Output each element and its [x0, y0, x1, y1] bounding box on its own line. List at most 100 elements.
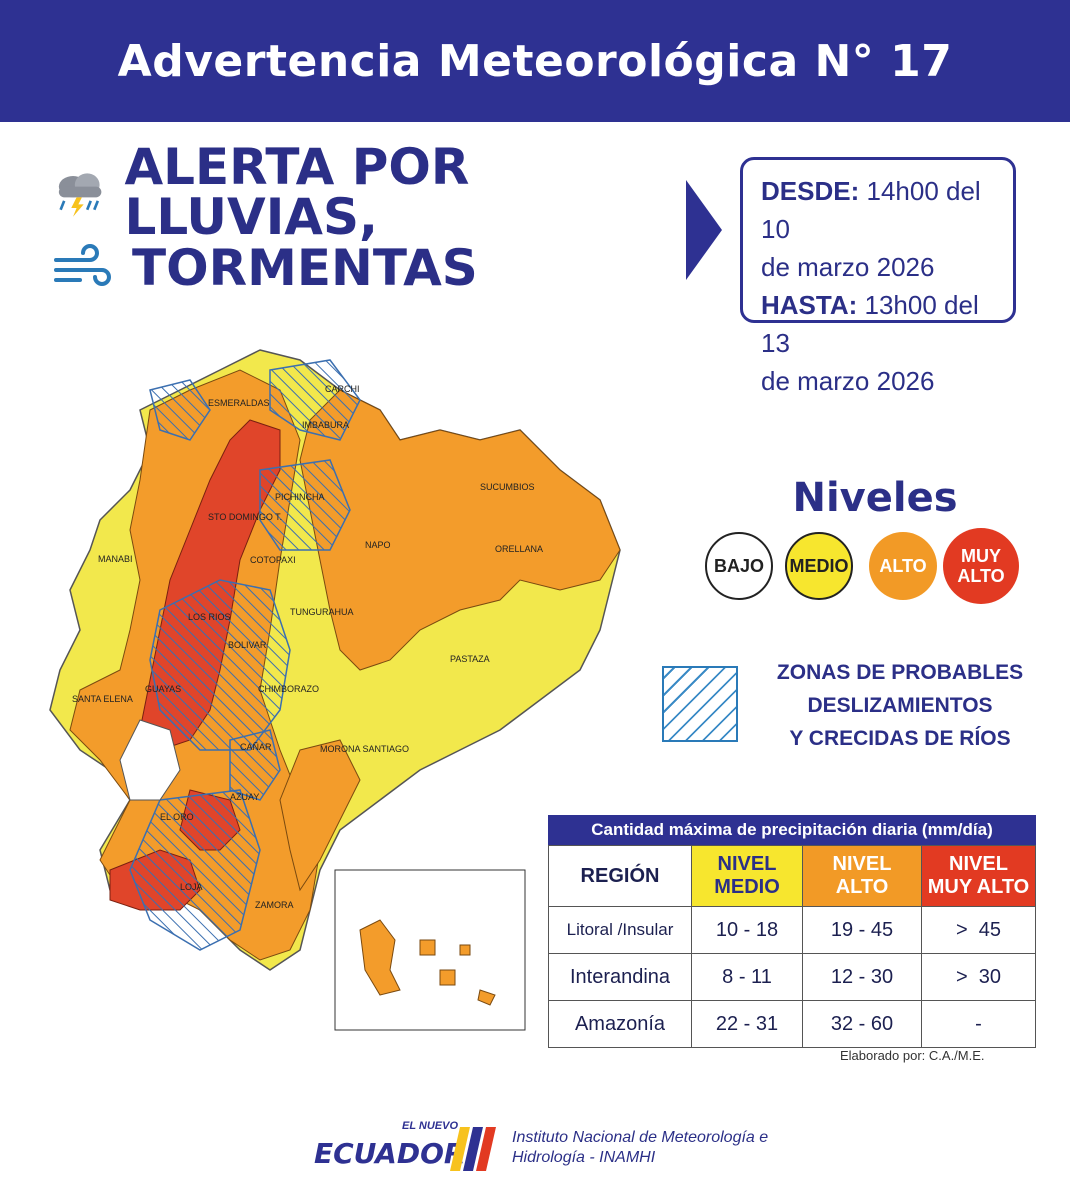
label-santa-elena: SANTA ELENA [72, 694, 133, 704]
table-row: Interandina 8 - 11 12 - 30 > 30 [548, 953, 1036, 1001]
label-tungurahua: TUNGURAHUA [290, 607, 354, 617]
label-pastaza: PASTAZA [450, 654, 490, 664]
map-landslide-zone-azuay [229, 729, 281, 801]
col-muy-alto-line1: NIVEL [949, 853, 1008, 875]
el-nuevo-ecuador-logo: EL NUEVO ECUADOR [314, 1120, 496, 1171]
row-muy-alto: > 45 [921, 906, 1036, 954]
institute-line1: Instituto Nacional de Meteorología e [512, 1129, 769, 1146]
row-muy-alto: > 30 [921, 953, 1036, 1001]
wind-icon [54, 244, 111, 286]
label-esmeraldas: ESMERALDAS [208, 398, 270, 408]
legend-line1: ZONAS DE PROBABLES [776, 661, 1024, 684]
ecuador-alert-map: ESMERALDAS CARCHI IMBABURA SUCUMBIOS PIC… [49, 349, 621, 1031]
level-medio-label: MEDIO [789, 556, 849, 576]
col-medio-line1: NIVEL [717, 853, 777, 875]
desde-value: 14h00 del 10 [761, 176, 981, 244]
label-el-oro: EL ORO [160, 812, 194, 822]
hasta-continuation: de marzo 2026 [761, 366, 935, 396]
credit-text: Elaborado por: C.A./M.E. [840, 1048, 985, 1063]
row-medio: 10 - 18 [691, 906, 803, 954]
chevron-right-icon [686, 180, 722, 280]
institute-line2: Hidrología - INAMHI [512, 1149, 656, 1166]
label-pichincha: PICHINCHA [275, 492, 325, 502]
precipitation-table: Cantidad máxima de precipitación diaria … [548, 815, 1036, 1048]
alert-title-line2: TORMENTAS [132, 239, 478, 297]
map-landslide-zone-pichincha [259, 459, 351, 551]
level-bajo-badge: BAJO [705, 532, 773, 600]
label-sucumbios: SUCUMBIOS [480, 482, 535, 492]
label-imbabura: IMBABURA [302, 420, 349, 430]
storm-cloud-icon [58, 173, 102, 217]
alert-title-line1: ALERTA POR LLUVIAS, [124, 138, 470, 246]
logo-main-text: ECUADOR [314, 1137, 465, 1170]
header-banner: Advertencia Meteorológica N° 17 [0, 0, 1070, 122]
label-napo: NAPO [365, 540, 391, 550]
alert-row-storm: TORMENTAS [50, 236, 670, 300]
row-medio: 22 - 31 [691, 1000, 803, 1048]
table-header-row: REGIÓN NIVEL MEDIO NIVEL ALTO NIVEL MUY … [548, 845, 1036, 907]
col-alto-line1: NIVEL [832, 853, 892, 875]
level-alto-label: ALTO [879, 556, 927, 576]
landslide-legend-text: ZONAS DE PROBABLES DESLIZAMIENTOS Y CREC… [770, 656, 1030, 755]
desde-label: DESDE: [761, 176, 860, 206]
level-muy-alto-badge: MUY ALTO [943, 528, 1019, 604]
validity-dates-box: DESDE: 14h00 del 10 de marzo 2026 HASTA:… [740, 157, 1016, 396]
alert-row-rain: ALERTA POR LLUVIAS, [50, 142, 670, 242]
level-muy-alto-label: MUY ALTO [957, 546, 1005, 586]
row-region: Amazonía [548, 1000, 692, 1048]
level-medio-badge: MEDIO [785, 532, 853, 600]
col-muy-alto-line2: MUY ALTO [927, 876, 1030, 898]
row-alto: 19 - 45 [802, 906, 922, 954]
institute-name: Instituto Nacional de Meteorología e Hid… [512, 1128, 768, 1168]
label-bolivar: BOLIVAR [228, 640, 267, 650]
label-azuay: AZUAY [230, 792, 259, 802]
map-landslide-zone-south [129, 789, 261, 951]
label-carchi: CARCHI [325, 384, 360, 394]
levels-legend: BAJO MEDIO ALTO MUY ALTO [705, 528, 1025, 604]
col-medio-header: NIVEL MEDIO [691, 845, 803, 907]
label-guayas: GUAYAS [145, 684, 181, 694]
label-loja: LOJA [180, 882, 203, 892]
landslide-hatch-swatch [662, 666, 738, 742]
row-medio: 8 - 11 [691, 953, 803, 1001]
row-region: Litoral /Insular [548, 906, 692, 954]
table-row: Amazonía 22 - 31 32 - 60 - [548, 1000, 1036, 1048]
hasta-value: 13h00 del 13 [761, 290, 979, 358]
map-landslide-zone-central [149, 579, 291, 751]
precipitation-grid: REGIÓN NIVEL MEDIO NIVEL ALTO NIVEL MUY … [548, 845, 1036, 1048]
row-region: Interandina [548, 953, 692, 1001]
row-alto: 32 - 60 [802, 1000, 922, 1048]
legend-line2: DESLIZAMIENTOS [807, 694, 993, 717]
galapagos-islands [359, 919, 496, 1006]
levels-title: Niveles [792, 475, 958, 521]
table-title: Cantidad máxima de precipitación diaria … [548, 815, 1036, 845]
map-landslide-zone-north [149, 379, 211, 441]
col-medio-line2: MEDIO [714, 876, 780, 898]
table-row: Litoral /Insular 10 - 18 19 - 45 > 45 [548, 906, 1036, 954]
hasta-label: HASTA: [761, 290, 858, 320]
label-los-rios: LOS RIOS [188, 612, 231, 622]
desde-continuation: de marzo 2026 [761, 252, 935, 282]
label-canar: CAÑAR [240, 742, 272, 752]
map-zone-alto-amazonia [299, 389, 621, 671]
label-manabi: MANABI [98, 554, 133, 564]
logo-top-text: EL NUEVO [402, 1120, 458, 1132]
level-alto-badge: ALTO [869, 532, 937, 600]
col-alto-line2: ALTO [835, 876, 889, 898]
col-muy-alto-header: NIVEL MUY ALTO [921, 845, 1036, 907]
row-alto: 12 - 30 [802, 953, 922, 1001]
legend-line3: Y CRECIDAS DE RÍOS [789, 727, 1011, 750]
col-alto-header: NIVEL ALTO [802, 845, 922, 907]
page-title: Advertencia Meteorológica N° 17 [117, 35, 953, 87]
alert-block: ALERTA POR LLUVIAS, TORMENTAS [50, 142, 670, 300]
label-sto-domingo: STO DOMINGO T. [208, 512, 282, 522]
col-region-header: REGIÓN [548, 845, 692, 907]
province-labels: ESMERALDAS CARCHI IMBABURA SUCUMBIOS PIC… [72, 384, 543, 910]
label-zamora: ZAMORA [255, 900, 294, 910]
level-bajo-label: BAJO [713, 556, 764, 576]
label-orellana: ORELLANA [495, 544, 543, 554]
label-morona-santiago: MORONA SANTIAGO [320, 744, 409, 754]
map-landslide-zone-carchi [269, 359, 361, 441]
map-gulf-water [119, 719, 181, 801]
row-muy-alto: - [921, 1000, 1036, 1048]
